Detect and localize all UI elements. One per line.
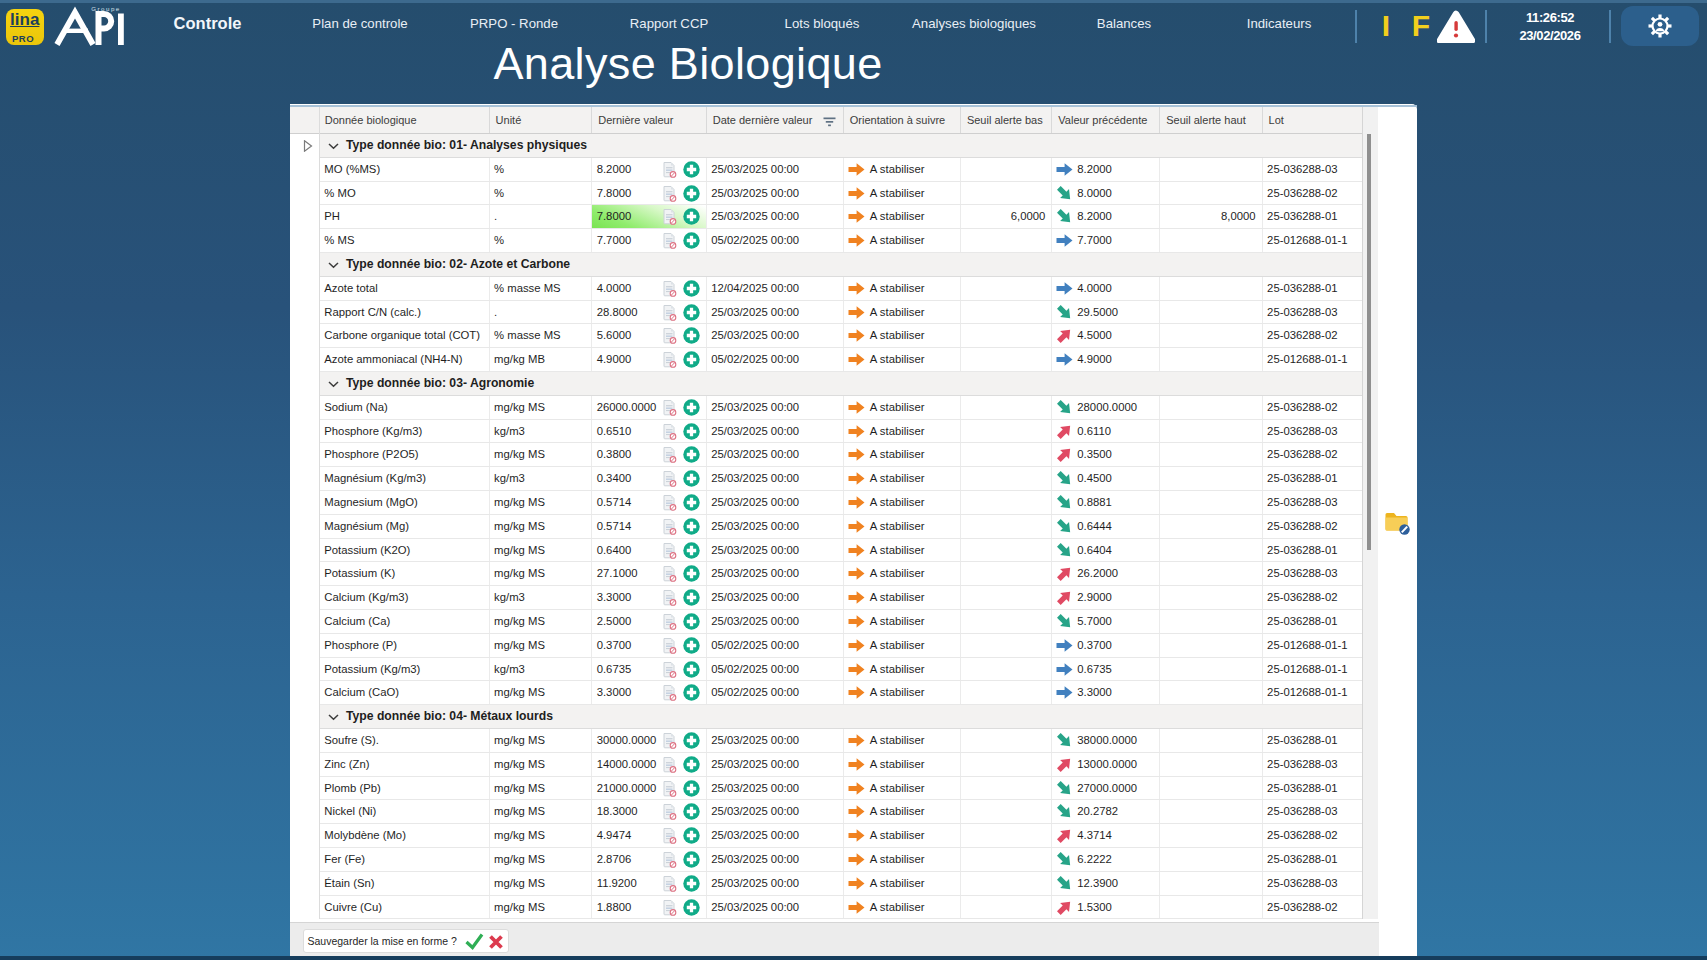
- svg-text:Groupe: Groupe: [91, 5, 121, 12]
